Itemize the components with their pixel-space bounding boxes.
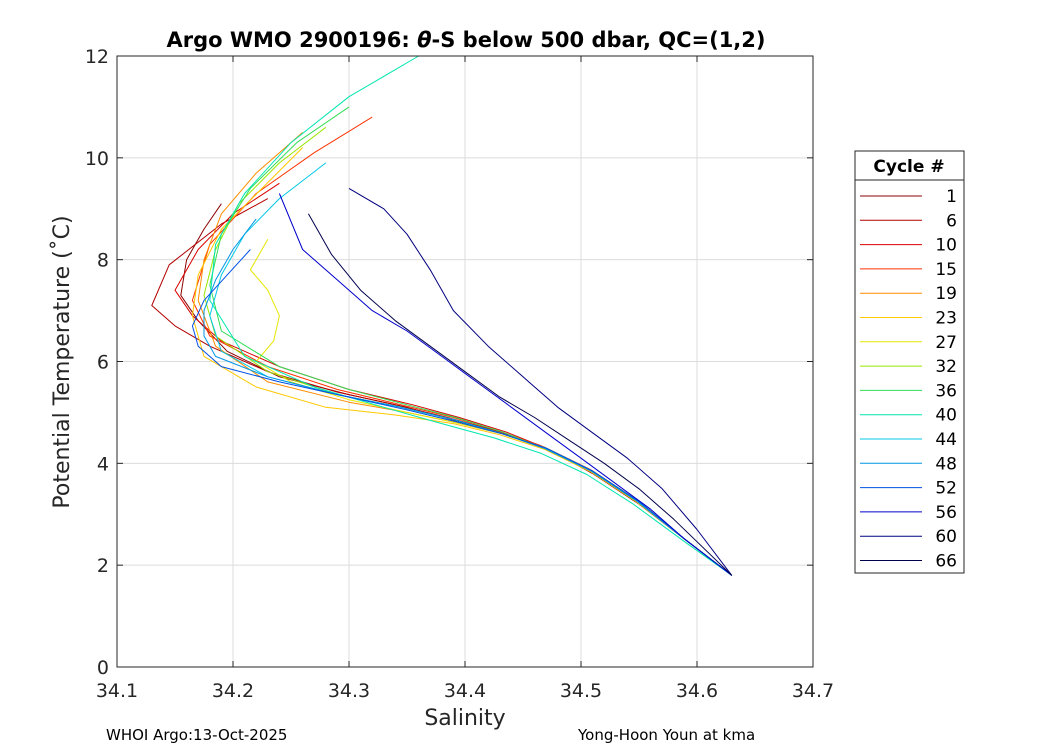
x-tick-label: 34.6 xyxy=(676,680,718,702)
y-tick-label: 10 xyxy=(85,148,109,170)
legend: Cycle # 1 6 10 15 19 23 27 32 36 40 44 48 52 56 60 66 xyxy=(854,150,965,574)
legend-label-cycle-66: 66 xyxy=(935,552,957,572)
legend-label-cycle-32: 32 xyxy=(935,357,957,377)
legend-label-cycle-56: 56 xyxy=(935,503,957,523)
legend-label-cycle-60: 60 xyxy=(935,527,957,547)
legend-label-cycle-40: 40 xyxy=(935,406,957,426)
legend-title: Cycle # xyxy=(873,157,944,177)
title-theta: θ xyxy=(417,28,431,52)
footer-source: WHOI Argo:13-Oct-2025 xyxy=(106,726,288,744)
x-axis-label: Salinity xyxy=(424,706,505,731)
series-line-cycle-60 xyxy=(348,187,733,576)
series-line-cycle-56 xyxy=(278,193,733,576)
series-line-cycle-23 xyxy=(191,147,733,576)
legend-label-cycle-19: 19 xyxy=(935,284,957,304)
y-tick-label: 4 xyxy=(97,453,109,475)
legend-label-cycle-1: 1 xyxy=(946,187,957,207)
legend-label-cycle-15: 15 xyxy=(935,260,957,280)
x-tick-label: 34.5 xyxy=(560,680,602,702)
legend-box xyxy=(854,150,965,574)
axis-ticks: 34.1 34.2 34.3 34.4 34.5 34.6 34.7 0 2 4 6 8 10 12 xyxy=(85,46,834,702)
legend-entries: 1 6 10 15 19 23 27 32 36 40 44 48 52 56 60 66 xyxy=(860,187,957,572)
x-tick-label: 34.4 xyxy=(444,680,486,702)
footer-author: Yong-Hoon Youn at kma xyxy=(578,726,756,744)
y-tick-label: 8 xyxy=(97,250,109,272)
series-line-cycle-66 xyxy=(307,213,733,576)
legend-label-cycle-27: 27 xyxy=(935,333,957,353)
y-axis-label: Potential Temperature (˚C) xyxy=(50,215,75,508)
title-prefix: Argo WMO 2900196: xyxy=(166,28,417,52)
title-suffix: -S below 500 dbar, QC=(1,2) xyxy=(432,28,766,52)
y-tick-label: 0 xyxy=(97,657,109,679)
legend-label-cycle-36: 36 xyxy=(935,381,957,401)
series-line-cycle-48 xyxy=(203,218,733,576)
x-tick-label: 34.2 xyxy=(212,680,254,702)
y-tick-label: 12 xyxy=(85,46,109,68)
x-tick-label: 34.1 xyxy=(96,680,138,702)
legend-label-cycle-52: 52 xyxy=(935,479,957,499)
legend-label-cycle-6: 6 xyxy=(946,211,957,231)
legend-label-cycle-23: 23 xyxy=(935,309,957,329)
x-tick-label: 34.3 xyxy=(328,680,370,702)
series-line-cycle-52 xyxy=(191,249,733,576)
series-lines xyxy=(151,55,733,576)
legend-label-cycle-10: 10 xyxy=(935,236,957,256)
chart-title: Argo WMO 2900196: θ-S below 500 dbar, QC… xyxy=(166,28,765,52)
x-tick-label: 34.7 xyxy=(792,680,834,702)
legend-label-cycle-44: 44 xyxy=(935,430,957,450)
y-tick-label: 2 xyxy=(97,555,109,577)
legend-label-cycle-48: 48 xyxy=(935,454,957,474)
y-tick-label: 6 xyxy=(97,352,109,374)
